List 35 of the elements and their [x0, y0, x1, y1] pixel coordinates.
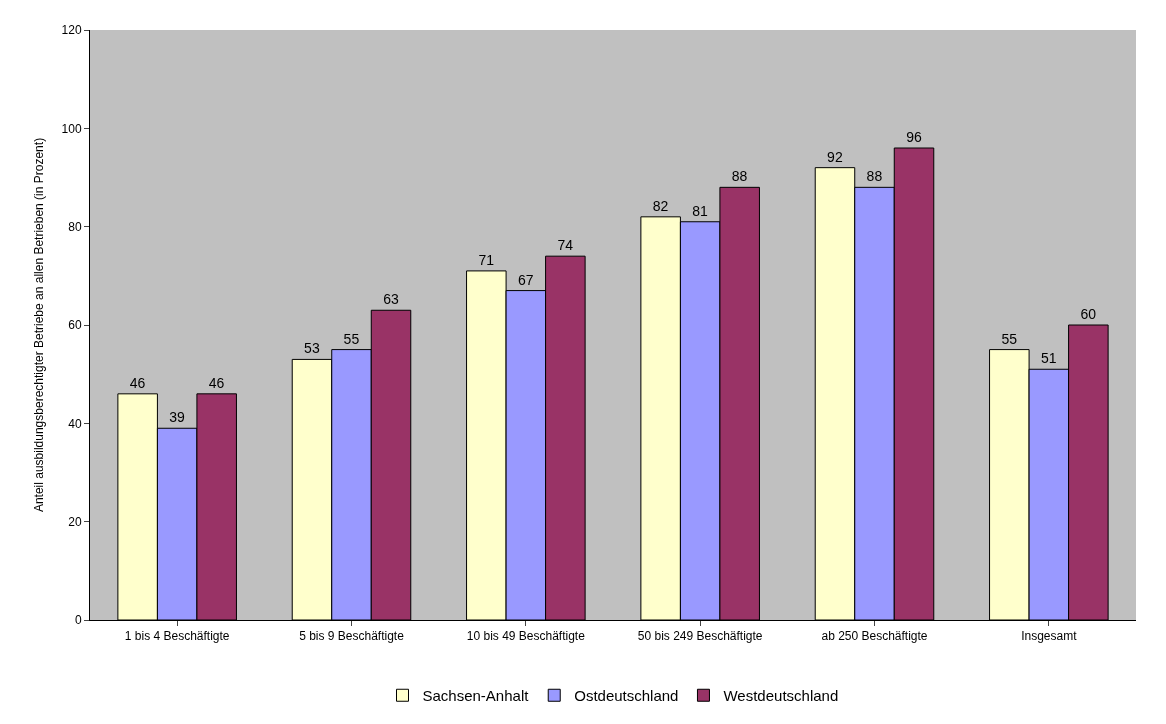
y-tick-label: 40: [68, 416, 82, 431]
data-label: 55: [1001, 330, 1018, 347]
data-label: 88: [866, 168, 883, 185]
data-label: 51: [1040, 350, 1057, 367]
y-tick-label: 100: [61, 121, 82, 136]
data-label: 88: [731, 168, 748, 185]
y-tick-label: 80: [68, 219, 82, 234]
data-label: 82: [652, 197, 669, 214]
data-label: 96: [906, 129, 922, 145]
x-tick-label: Insgesamt: [1021, 629, 1078, 644]
x-tick-label: 1 bis 4 Beschäftigte: [124, 629, 230, 644]
y-tick-label: 120: [61, 23, 82, 38]
data-label: 39: [169, 409, 186, 426]
data-label: 71: [478, 251, 495, 268]
data-label: 63: [383, 291, 399, 308]
data-label: 53: [304, 340, 320, 357]
data-label: 81: [692, 202, 709, 219]
data-label: 46: [129, 374, 146, 391]
y-tick-label: 60: [68, 318, 82, 333]
data-label: 60: [1080, 306, 1097, 322]
y-tick-label: 20: [68, 514, 82, 529]
data-label: 67: [517, 271, 534, 288]
data-label: 46: [208, 374, 225, 391]
y-axis-title: Anteil ausbildungsberechtigter Betriebe an allen Betrieben (in Prozent): [31, 137, 46, 513]
x-tick-label: ab 250 Beschäftigte: [821, 629, 928, 644]
x-tick-label: 50 bis 249 Beschäftigte: [637, 629, 763, 644]
legend-label: Westdeutschland: [723, 687, 839, 705]
data-label: 92: [827, 148, 843, 165]
x-tick-label: 10 bis 49 Beschäftigte: [466, 629, 586, 644]
legend-label: Ostdeutschland: [574, 687, 679, 705]
data-label: 55: [343, 330, 360, 347]
x-tick-label: 5 bis 9 Beschäftigte: [299, 629, 405, 644]
legend-label: Sachsen-Anhalt: [422, 687, 530, 705]
data-label: 74: [557, 237, 574, 254]
y-tick-label: 0: [74, 613, 82, 628]
